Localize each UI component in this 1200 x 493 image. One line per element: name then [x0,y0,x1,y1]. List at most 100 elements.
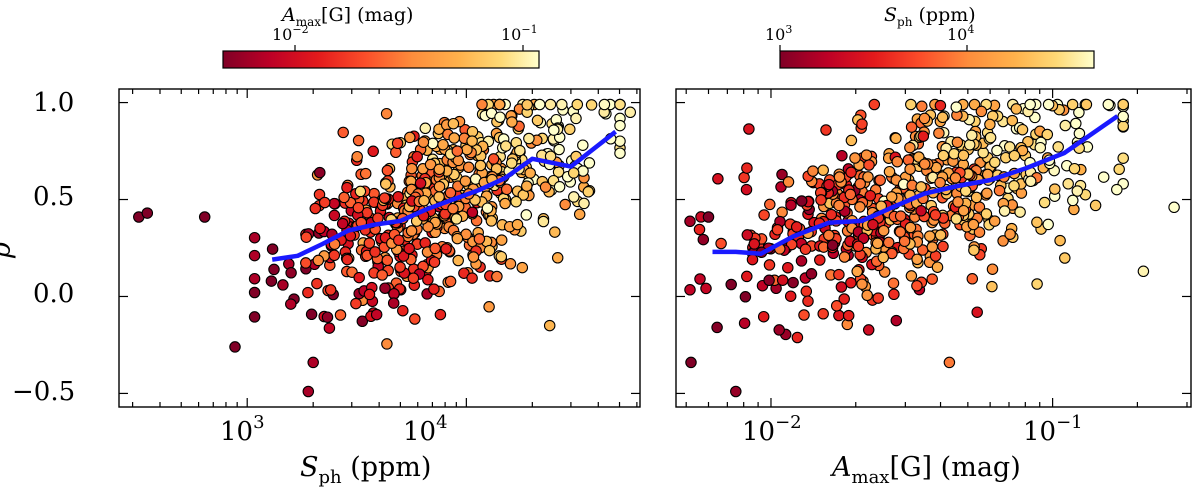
scatter-point [1042,98,1055,111]
scatter-point [585,99,598,111]
scatter-point [784,290,797,302]
scatter-point [544,98,557,111]
scatter-point [485,215,498,227]
scatter-point [354,185,367,198]
scatter-point [141,207,154,219]
scatter-point [966,273,979,285]
scatter-point [533,98,546,111]
scatter-point [984,118,996,131]
scatter-point [1066,98,1079,111]
scatter-point [531,114,544,127]
scatter-point [968,98,981,111]
scatter-point [577,139,589,151]
scatter-point [447,117,460,130]
scatter-point [904,221,917,234]
scatter-point [730,385,742,398]
scatter-point [481,202,494,214]
left-plot-panel: 1.0 0.5 0.0 −0.5 103 104 Sph (ppm) ρ [0,88,641,488]
scatter-point [414,177,427,189]
scatter-point [341,181,353,194]
scatter-point [937,240,949,253]
scatter-point [863,159,875,171]
scatter-point [381,254,394,267]
scatter-point [1038,196,1051,209]
scatter-point [300,231,313,243]
scatter-point [359,167,372,180]
scatter-point [265,275,278,287]
scatter-point [570,112,582,125]
left-cb-tick-label: 10−2 [272,23,309,44]
scatter-point [902,154,915,166]
left-colorbar-label: Amax[G] (mag) [280,4,413,29]
scatter-point [406,162,418,175]
scatter-point [307,356,319,369]
scatter-point [483,244,496,257]
scatter-point [874,174,886,186]
scatter-point [459,175,472,187]
scatter-point [1041,128,1054,141]
scatter-point [1097,171,1110,183]
scatter-point [405,225,418,237]
scatter-point [836,149,848,162]
scatter-point [833,309,845,322]
scatter-point [624,106,637,119]
scatter-point [556,98,568,111]
scatter-point [370,308,383,321]
scatter-point [338,191,350,204]
scatter-point [926,273,938,285]
scatter-point [543,319,556,332]
scatter-point [493,98,506,111]
scatter-point [352,201,365,214]
scatter-point [888,288,900,301]
scatter-point [998,205,1011,217]
scatter-point [877,224,890,237]
scatter-point [952,196,964,208]
scatter-point [466,206,479,219]
scatter-point [248,231,261,244]
left-axis-ticks [119,89,640,407]
scatter-point [1054,234,1066,247]
scatter-point [352,134,365,147]
scatter-point [867,218,879,231]
left-colorbar: Amax[G] (mag) 10−2 10−1 [222,4,540,69]
scatter-point [248,311,261,323]
scatter-point [929,209,942,221]
scatter-point [790,221,803,233]
left-ytick-label: 0.0 [33,279,74,309]
scatter-point [553,143,565,156]
left-ytick-label: 1.0 [33,88,74,118]
scatter-point [474,159,487,172]
scatter-point [764,198,776,211]
scatter-point [318,196,331,209]
scatter-point [424,158,437,171]
scatter-point [835,281,848,293]
y-axis-label: ρ [0,242,17,259]
scatter-point [833,268,845,281]
scatter-point [915,205,927,217]
scatter-point [494,111,506,123]
right-plot-panel: 10−2 10−1 Amax[G] (mag) [675,88,1192,488]
scatter-point [980,208,993,220]
scatter-point [981,187,993,200]
left-trend-line [271,129,617,262]
scatter-point [782,261,794,274]
scatter-point [937,149,950,162]
scatter-point [854,201,866,213]
scatter-point [776,206,788,218]
scatter-point [437,138,449,151]
scatter-point [450,213,463,225]
scatter-point [949,172,962,184]
scatter-point [1010,103,1023,115]
scatter-point [537,215,550,228]
scatter-point [376,269,388,281]
scatter-point [433,180,446,193]
scatter-point [367,145,379,158]
scatter-point [916,100,928,113]
scatter-point [970,191,983,204]
scatter-point [826,239,839,251]
scatter-point [915,181,927,193]
scatter-point [433,163,446,176]
scatter-point [312,254,325,267]
scatter-point [356,315,369,328]
